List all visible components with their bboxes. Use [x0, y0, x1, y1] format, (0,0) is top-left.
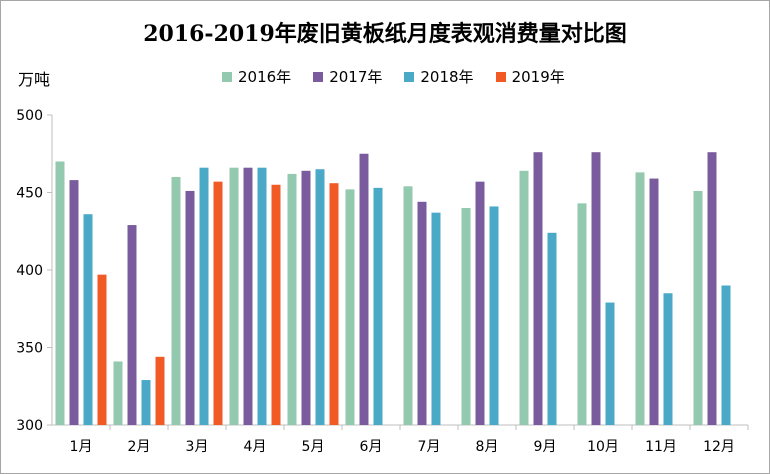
bar-2019年-3月 [213, 181, 223, 425]
bar-2018年-7月 [431, 212, 441, 425]
y-axis-label: 万吨 [18, 70, 51, 89]
bar-2017年-12月 [707, 152, 717, 425]
bar-2016年-4月 [229, 167, 239, 425]
legend-label-2016: 2016年 [238, 68, 292, 86]
bar-2016年-8月 [461, 208, 471, 425]
bar-2016年-5月 [287, 173, 297, 425]
bar-2018年-9月 [547, 232, 557, 425]
bar-2016年-7月 [403, 186, 413, 425]
bar-2018年-10月 [605, 302, 615, 425]
x-tick-label: 7月 [418, 439, 441, 455]
bar-2017年-6月 [359, 153, 369, 425]
bar-2019年-2月 [155, 356, 165, 425]
bar-2017年-8月 [475, 181, 485, 425]
x-tick-label: 12月 [703, 439, 735, 455]
bar-2016年-2月 [113, 361, 123, 425]
bar-2018年-3月 [199, 167, 209, 425]
y-tick-label: 350 [16, 341, 43, 357]
bar-2017年-1月 [69, 180, 79, 425]
x-tick-label: 8月 [476, 439, 499, 455]
y-tick-label: 300 [16, 418, 43, 434]
bar-2016年-6月 [345, 189, 355, 425]
legend-swatch-2018 [404, 71, 415, 82]
x-tick-label: 1月 [70, 439, 93, 455]
bar-2018年-2月 [141, 380, 151, 425]
bar-2019年-1月 [97, 274, 107, 425]
bar-2016年-3月 [171, 177, 181, 425]
x-tick-label: 9月 [534, 439, 557, 455]
bar-2016年-1月 [55, 161, 65, 425]
y-tick-label: 400 [16, 263, 43, 279]
bar-2017年-7月 [417, 201, 427, 425]
legend-label-2018: 2018年 [420, 68, 474, 86]
y-tick-label: 450 [16, 186, 43, 202]
legend-swatch-2019 [495, 71, 506, 82]
legend-item-2017: 2017年 [313, 66, 382, 87]
bar-2016年-11月 [635, 172, 645, 425]
legend-item-2018: 2018年 [404, 66, 474, 87]
bar-2017年-3月 [185, 190, 195, 425]
bar-2018年-4月 [257, 167, 267, 425]
legend-item-2016: 2016年 [222, 66, 291, 87]
bar-2018年-1月 [83, 214, 93, 425]
bar-2018年-6月 [373, 187, 383, 425]
bar-2017年-11月 [649, 178, 659, 425]
legend-item-2019: 2019年 [495, 66, 565, 87]
bar-2016年-10月 [577, 203, 587, 425]
bar-2019年-4月 [271, 184, 281, 425]
bar-2016年-9月 [519, 170, 529, 425]
bar-2018年-11月 [663, 293, 673, 425]
legend-label-2019: 2019年 [511, 68, 565, 86]
legend-swatch-2016 [222, 71, 232, 82]
y-tick-label: 500 [16, 108, 43, 124]
bar-2018年-5月 [315, 169, 325, 425]
bar-2018年-12月 [721, 285, 731, 425]
x-tick-label: 6月 [360, 439, 383, 455]
bar-2017年-5月 [301, 170, 311, 425]
x-tick-label: 4月 [244, 439, 267, 455]
chart-title: 2016-2019年废旧黄板纸月度表观消费量对比图 [143, 21, 627, 47]
bar-2017年-9月 [533, 152, 543, 425]
bar-2017年-10月 [591, 152, 601, 425]
bar-2017年-2月 [127, 225, 137, 425]
bar-2019年-5月 [329, 183, 339, 425]
x-tick-label: 10月 [587, 439, 619, 455]
bar-2016年-12月 [693, 190, 703, 425]
x-tick-label: 11月 [645, 439, 677, 455]
bar-2018年-8月 [489, 206, 499, 425]
x-tick-label: 2月 [128, 439, 151, 455]
x-tick-label: 3月 [186, 439, 209, 455]
legend-label-2017: 2017年 [329, 68, 383, 86]
bar-2017年-4月 [243, 167, 253, 425]
legend: 2016年 2017年 2018年 2019年 [222, 66, 565, 87]
x-tick-label: 5月 [302, 439, 325, 455]
legend-swatch-2017 [313, 71, 324, 82]
